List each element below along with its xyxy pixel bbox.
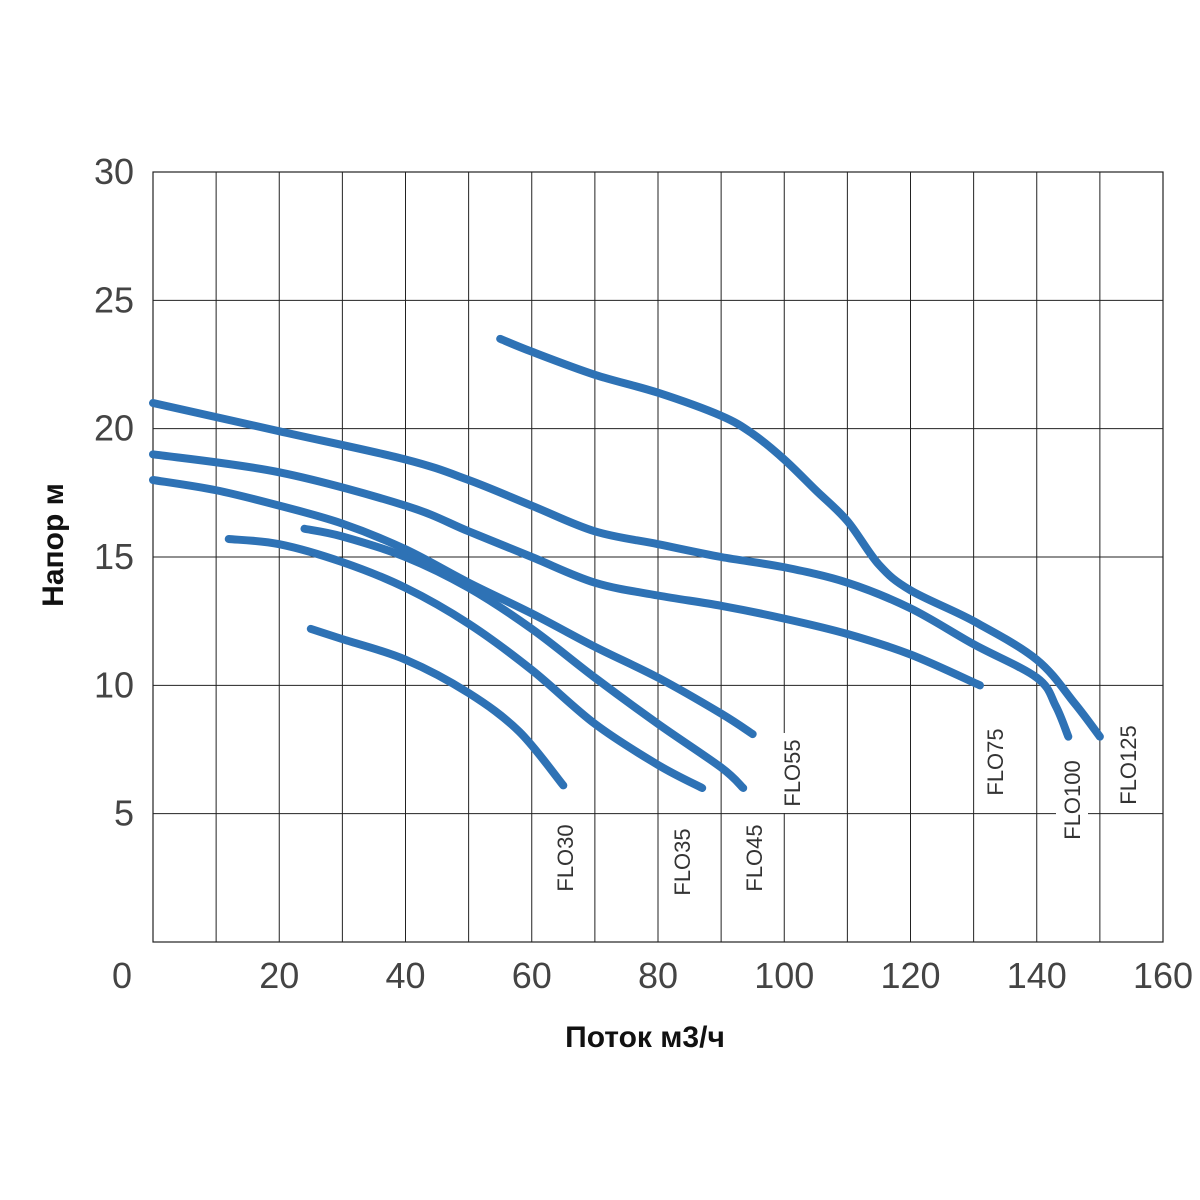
series-line-flo100	[149, 399, 1073, 741]
x-tick-label: 160	[1133, 955, 1193, 996]
series-label-flo45: FLO45	[742, 824, 767, 891]
series-label-flo100: FLO100	[1060, 760, 1085, 840]
series-label-flo125: FLO125	[1116, 725, 1141, 805]
x-tick-label: 80	[638, 955, 678, 996]
x-tick-label: 140	[1007, 955, 1067, 996]
series-label-flo30: FLO30	[553, 824, 578, 891]
y-tick-label: 25	[94, 279, 134, 320]
label-background	[1112, 725, 1144, 805]
tick-labels: 0 20 40 60 80 100 120 140 160 5 10 15 20 25 30	[94, 151, 1193, 996]
series-label-flo55: FLO55	[780, 739, 805, 806]
x-tick-label: 20	[259, 955, 299, 996]
y-tick-label: 20	[94, 408, 134, 449]
series-labels: FLO30 FLO35 FLO45 FLO55 FLO75 FLO100 FLO125	[549, 722, 1144, 902]
x-tick-label: 40	[385, 955, 425, 996]
label-background	[1056, 760, 1088, 840]
label-background	[979, 722, 1011, 802]
x-tick-label: 120	[880, 955, 940, 996]
series-line-flo55	[149, 476, 757, 739]
series-line-flo75	[149, 450, 984, 690]
y-tick-label: 5	[114, 793, 134, 834]
x-tick-label: 0	[112, 955, 132, 996]
x-tick-label: 100	[754, 955, 814, 996]
series-label-flo35: FLO35	[670, 828, 695, 895]
series-line-flo125	[496, 334, 1104, 741]
y-axis-label: Напор м	[37, 483, 70, 607]
y-tick-label: 10	[94, 664, 134, 705]
y-tick-label: 30	[94, 151, 134, 192]
label-background	[738, 818, 770, 898]
label-background	[776, 733, 808, 813]
x-axis-label: Поток м3/ч	[565, 1021, 725, 1054]
series-line-flo30	[306, 624, 568, 790]
series-lines	[149, 334, 1104, 792]
label-background	[666, 822, 698, 902]
x-tick-label: 60	[512, 955, 552, 996]
label-background	[549, 818, 581, 898]
series-label-flo75: FLO75	[983, 728, 1008, 795]
series-line-flo45	[300, 524, 748, 792]
y-tick-label: 15	[94, 536, 134, 577]
series-line-flo35	[224, 535, 707, 792]
grid	[152, 171, 1164, 943]
